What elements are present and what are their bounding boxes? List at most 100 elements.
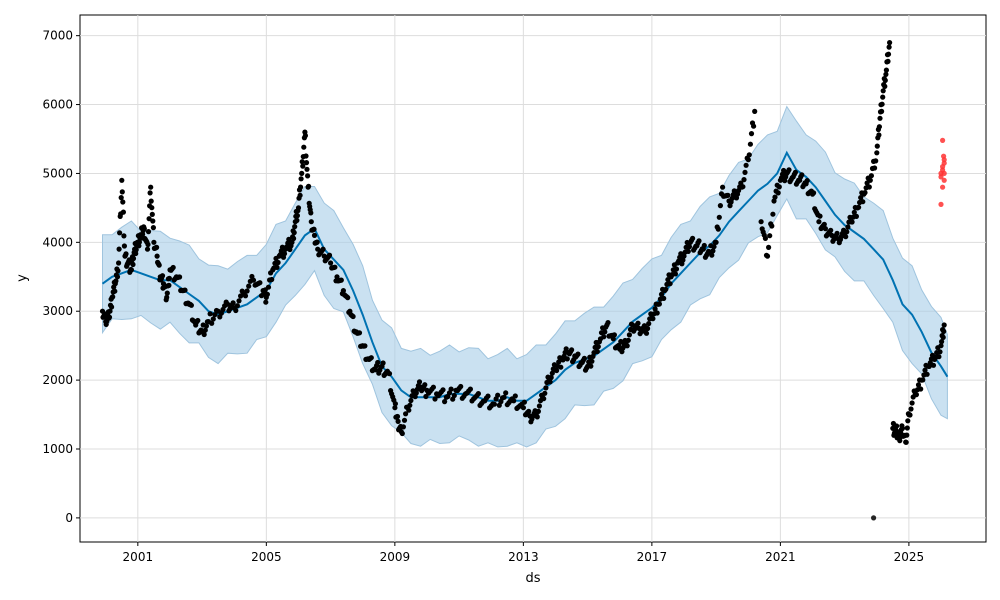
observed-point [118, 195, 124, 201]
observed-point [876, 124, 883, 130]
observed-point [145, 229, 152, 235]
observed-point [601, 334, 607, 340]
observed-point [941, 328, 947, 334]
observed-point [375, 359, 381, 366]
observed-point [300, 163, 306, 169]
observed-point [811, 190, 817, 196]
x-tick-label: 2025 [894, 550, 925, 564]
observed-point [672, 271, 679, 277]
x-tick-label: 2001 [123, 550, 154, 564]
observed-point [120, 199, 126, 205]
observed-point [188, 302, 194, 308]
observed-point [924, 371, 930, 377]
observed-point [302, 133, 308, 139]
observed-point [909, 400, 915, 406]
observed-point [246, 283, 252, 289]
observed-point [745, 157, 751, 163]
observed-point [880, 88, 886, 94]
observed-point [294, 213, 300, 219]
observed-point [661, 295, 667, 301]
observed-point [114, 274, 121, 280]
x-tick-label: 2021 [765, 550, 796, 564]
observed-point [849, 219, 855, 225]
observed-point [762, 235, 769, 241]
observed-point [817, 213, 823, 219]
observed-point [356, 330, 363, 336]
y-tick-label: 5000 [42, 166, 73, 180]
observed-point [595, 344, 601, 350]
observed-point [308, 210, 314, 216]
observed-point [764, 253, 771, 259]
observed-point [746, 152, 752, 158]
observed-point [234, 303, 240, 309]
observed-point [654, 310, 660, 316]
observed-point [903, 439, 909, 445]
observed-point [867, 177, 873, 183]
observed-point [403, 411, 409, 417]
observed-point [751, 123, 757, 129]
observed-point [725, 192, 731, 198]
observed-point [851, 209, 857, 215]
observed-point [209, 320, 215, 326]
observed-point [542, 390, 548, 396]
observed-point [563, 346, 569, 352]
observed-point [121, 233, 127, 239]
observed-point [350, 313, 356, 320]
observed-point [588, 363, 594, 369]
observed-point [150, 225, 156, 231]
observed-point [146, 216, 152, 222]
observed-point [485, 393, 491, 399]
observed-point [332, 264, 338, 270]
observed-point [263, 299, 269, 305]
observed-point [743, 162, 749, 168]
observed-point [112, 288, 118, 294]
observed-point [301, 144, 307, 150]
y-tick-label: 4000 [42, 235, 73, 249]
observed-point [701, 242, 707, 249]
observed-point [907, 412, 913, 418]
observed-point [326, 252, 333, 258]
observed-point [166, 275, 172, 281]
observed-point [589, 358, 595, 364]
observed-point [147, 190, 153, 196]
observed-point [882, 83, 888, 89]
outlier-point [940, 137, 946, 143]
observed-point [879, 108, 885, 114]
observed-point [940, 334, 946, 340]
outlier-point [938, 201, 944, 207]
observed-point [512, 393, 518, 399]
observed-point [862, 190, 868, 196]
observed-point [182, 287, 188, 293]
x-tick-label: 2009 [380, 550, 411, 564]
observed-point [202, 327, 208, 333]
observed-point [130, 261, 136, 268]
observed-points [99, 40, 947, 445]
observed-point [581, 355, 588, 361]
observed-point [715, 226, 721, 232]
observed-point [713, 239, 719, 245]
observed-point [769, 223, 775, 229]
observed-point [549, 370, 555, 376]
observed-point [772, 194, 778, 200]
observed-point [291, 230, 297, 236]
observed-point [905, 418, 911, 424]
observed-point [244, 288, 250, 294]
observed-point [937, 349, 943, 355]
observed-point [564, 356, 570, 362]
observed-point [853, 213, 860, 219]
observed-point [536, 403, 543, 409]
observed-point [156, 262, 162, 268]
observed-point [720, 184, 726, 190]
observed-point [116, 260, 122, 266]
observed-point [304, 166, 310, 172]
observed-point [311, 232, 318, 238]
observed-point [939, 339, 945, 345]
observed-point [866, 184, 872, 190]
observed-point [877, 115, 883, 121]
observed-point [856, 204, 862, 210]
observed-point [297, 192, 303, 198]
observed-point [128, 267, 134, 273]
observed-point [130, 255, 137, 262]
observed-point [311, 226, 317, 232]
